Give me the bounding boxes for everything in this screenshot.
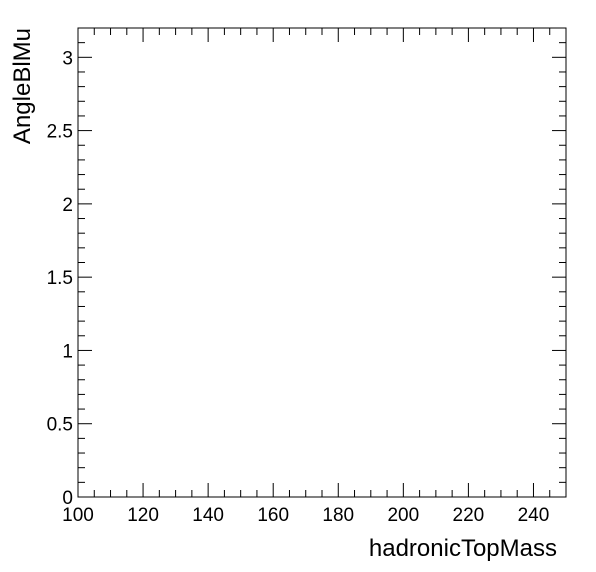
y-tick-label: 2 [62,195,73,216]
y-axis: 0 0.5 1 1.5 2 2.5 3 [47,27,566,509]
plot-frame [77,27,567,498]
x-tick-label: 240 [518,505,550,526]
x-tick-label: 200 [387,505,419,526]
y-tick-label: 1.5 [47,268,73,289]
y-tick-label: 1 [62,341,73,362]
y-tick-label: 0 [62,488,73,509]
x-tick-label: 220 [453,505,485,526]
y-tick-label: 2.5 [47,122,73,143]
x-tick-label: 180 [322,505,354,526]
x-tick-label: 140 [192,505,224,526]
x-tick-label: 100 [62,505,94,526]
x-tick-label: 120 [127,505,159,526]
y-axis-title: AngleBlMu [9,28,36,144]
x-axis-title: hadronicTopMass [369,535,557,562]
y-tick-label: 0.5 [47,415,73,436]
y-tick-label: 3 [62,48,73,69]
x-tick-label: 160 [257,505,289,526]
x-axis: 100 120 140 160 180 200 220 240 [62,28,567,526]
